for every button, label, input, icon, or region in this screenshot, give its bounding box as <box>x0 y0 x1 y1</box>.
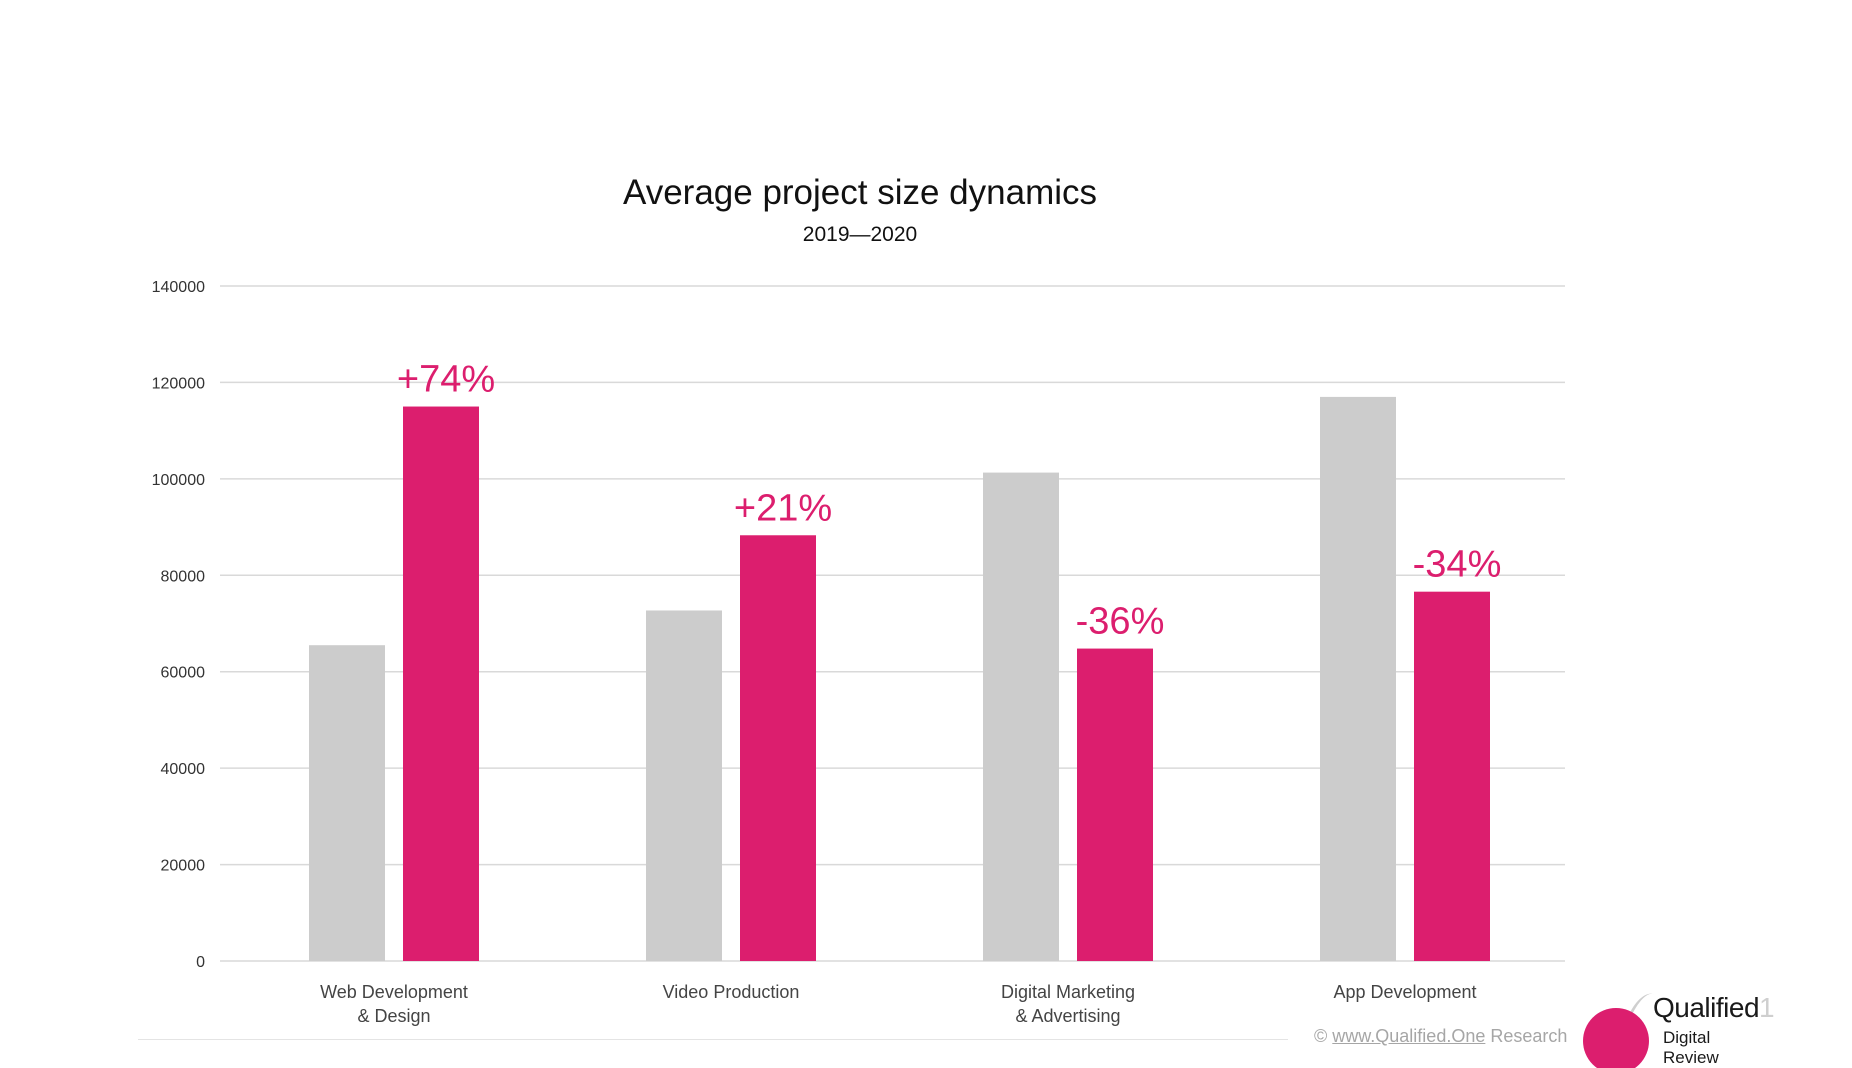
change-label: +21% <box>734 487 832 529</box>
qualified-one-logo: Qualified1 Digital Review <box>1583 988 1823 1068</box>
logo-name: Qualified1 <box>1653 992 1775 1024</box>
logo-line-1: Digital <box>1663 1028 1711 1047</box>
bars <box>309 396 1490 962</box>
bar-2019-3 <box>1320 396 1396 962</box>
y-tick-label: 140000 <box>152 279 205 296</box>
bar-2020-3 <box>1414 591 1490 961</box>
footer-credit: © www.Qualified.One Research <box>1314 1026 1567 1047</box>
logo-name-text: Qualified <box>1653 992 1760 1023</box>
x-category-label: Web Development <box>320 982 468 1002</box>
change-label: -36% <box>1076 601 1165 643</box>
bar-2019-1 <box>646 610 722 961</box>
change-label: -34% <box>1413 544 1502 586</box>
bar-2019-2 <box>983 472 1059 961</box>
bar-2020-1 <box>740 535 816 961</box>
footer-suffix: Research <box>1490 1026 1568 1046</box>
bar-2019-0 <box>309 645 385 961</box>
footer-divider <box>138 1039 1288 1040</box>
x-category-label: Digital Marketing <box>1001 982 1135 1002</box>
y-tick-label: 120000 <box>152 375 205 392</box>
chart-subtitle: 2019—2020 <box>803 223 917 246</box>
x-category-label: & Design <box>357 1006 430 1026</box>
y-axis-tick-labels: 0 20000 40000 60000 80000 100000 120000 140000 <box>152 279 205 971</box>
x-category-label: App Development <box>1333 982 1476 1002</box>
source-link[interactable]: www.Qualified.One <box>1332 1026 1486 1046</box>
y-tick-label: 20000 <box>161 858 206 875</box>
logo-circle-icon <box>1583 1008 1649 1068</box>
y-tick-label: 100000 <box>152 472 205 489</box>
y-tick-label: 80000 <box>161 568 206 585</box>
logo-line-2: Review <box>1663 1048 1719 1067</box>
change-labels: +74% +21% -36% -34% <box>397 359 1501 643</box>
bar-2020-0 <box>403 406 479 961</box>
copyright-symbol: © <box>1314 1026 1328 1046</box>
y-tick-label: 40000 <box>161 761 206 778</box>
bar-2020-2 <box>1077 648 1153 961</box>
x-category-label: & Advertising <box>1015 1006 1120 1026</box>
x-category-label: Video Production <box>663 982 800 1002</box>
chart-title: Average project size dynamics <box>623 173 1097 212</box>
logo-name-suffix: 1 <box>1759 992 1775 1023</box>
y-tick-label: 0 <box>196 954 205 971</box>
y-tick-label: 60000 <box>161 665 206 682</box>
change-label: +74% <box>397 359 495 401</box>
x-axis-category-labels: Web Development & Design Video Production D… <box>320 982 1476 1026</box>
